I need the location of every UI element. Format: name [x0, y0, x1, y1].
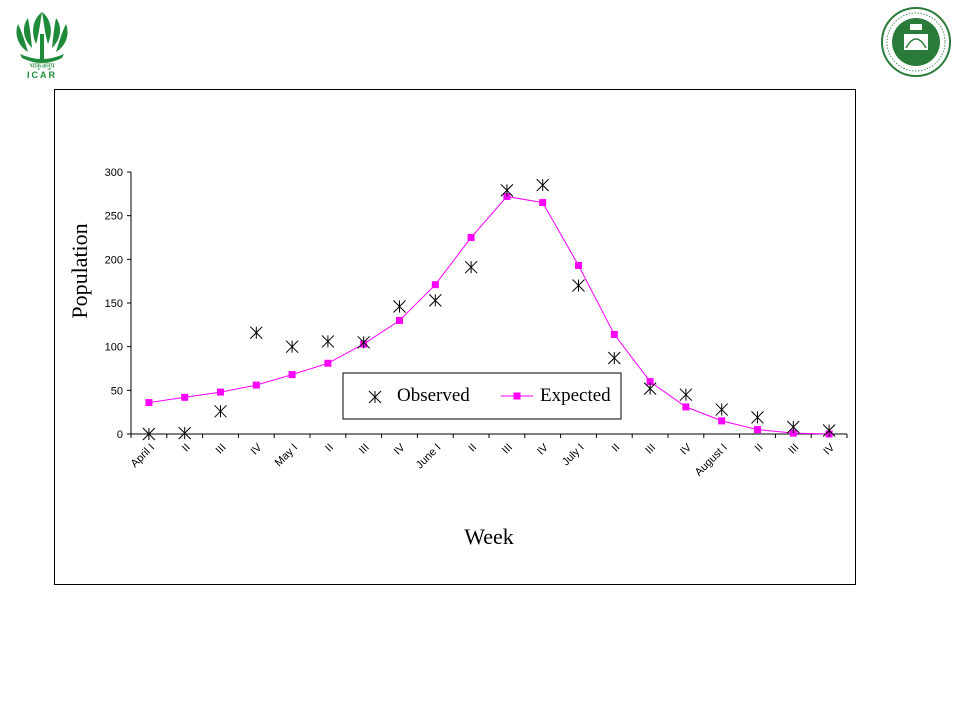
series-observed	[142, 178, 836, 441]
expected-point	[396, 316, 403, 324]
expected-point	[754, 426, 761, 434]
y-tick-label: 100	[105, 342, 123, 354]
x-tick-label: April I	[129, 442, 157, 470]
y-tick-label: 200	[105, 254, 123, 266]
expected-point	[217, 388, 224, 396]
x-tick-label: III	[357, 442, 372, 457]
observed-point	[178, 426, 192, 440]
observed-point	[643, 382, 657, 395]
expected-point	[467, 234, 475, 241]
x-tick-label: August I	[693, 442, 730, 479]
x-tick-label: III	[214, 442, 229, 457]
x-tick-label: III	[643, 442, 658, 457]
icar-logo: भाकृअनुप ICAR	[6, 4, 78, 80]
expected-point	[181, 393, 189, 401]
observed-point	[393, 300, 406, 313]
expected-point	[145, 399, 153, 407]
expected-point	[324, 359, 332, 367]
observed-point	[285, 340, 299, 354]
x-tick-label: IV	[678, 441, 694, 457]
x-axis-title: Week	[464, 524, 514, 549]
chart-axes	[127, 171, 848, 438]
expected-point	[431, 281, 439, 289]
x-tick-label: II	[466, 442, 479, 455]
observed-point	[321, 335, 335, 348]
x-tick-label: June I	[414, 442, 444, 472]
expected-point	[575, 261, 582, 269]
x-tick-label: III	[500, 442, 515, 457]
observed-point	[607, 351, 621, 365]
x-tick-label: IV	[249, 441, 265, 457]
expected-point	[789, 429, 797, 437]
expected-line	[148, 195, 830, 435]
x-tick-label: II	[610, 442, 623, 455]
legend-observed-asterisk	[368, 390, 382, 404]
chart-frame: 0 50 100 150 200 250 300 April I II III IV May I II…	[54, 89, 856, 585]
observed-point	[142, 427, 156, 441]
y-tick-label: 0	[117, 429, 123, 441]
chart-legend: Observed Expected	[342, 372, 622, 420]
x-tick-label: IV	[392, 441, 408, 457]
y-tick-label: 300	[105, 167, 123, 179]
x-tick-labels: April I II III IV May I II III IV June I II III IV J…	[129, 441, 838, 478]
observed-point	[249, 326, 263, 340]
expected-point	[610, 330, 618, 338]
observed-point	[822, 424, 836, 437]
expected-point	[682, 403, 690, 411]
legend-box	[342, 372, 622, 420]
y-tick-labels: 0 50 100 150 200 250 300	[105, 167, 123, 441]
y-tick-label: 150	[105, 298, 123, 310]
legend-observed-label: Observed	[397, 385, 470, 406]
observed-point	[786, 420, 800, 434]
observed-point	[536, 178, 550, 192]
observed-point	[715, 403, 729, 416]
observed-point	[679, 388, 693, 402]
expected-point	[252, 381, 260, 389]
expected-point	[288, 371, 296, 379]
x-tick-label: IV	[821, 441, 837, 457]
legend-expected-label: Expected	[540, 385, 611, 406]
expected-point	[503, 192, 511, 200]
x-tick-label: III	[786, 442, 801, 457]
y-tick-label: 50	[111, 385, 123, 397]
iasri-seal-logo	[880, 4, 952, 80]
observed-point	[464, 260, 478, 274]
x-tick-label: July I	[560, 442, 587, 469]
x-tick-label: II	[323, 442, 336, 455]
y-axis-title: Population	[67, 223, 92, 318]
svg-text:भाकृअनुप: भाकृअनुप	[29, 62, 55, 70]
observed-point	[500, 183, 514, 197]
observed-point	[751, 411, 764, 424]
legend-expected-marker	[513, 392, 521, 400]
x-tick-label: II	[753, 442, 766, 455]
expected-point	[539, 199, 547, 207]
legend-observed-marker	[368, 390, 382, 404]
svg-text:ICAR: ICAR	[27, 70, 57, 80]
observed-point	[428, 294, 442, 307]
y-tick-label: 250	[105, 211, 123, 223]
expected-point	[718, 417, 726, 425]
observed-point	[357, 335, 371, 349]
expected-point	[646, 378, 654, 386]
x-tick-label: May I	[273, 442, 301, 470]
observed-point	[214, 404, 227, 418]
x-tick-label: II	[180, 442, 193, 455]
observed-point	[572, 279, 585, 292]
x-tick-label: IV	[535, 441, 551, 457]
